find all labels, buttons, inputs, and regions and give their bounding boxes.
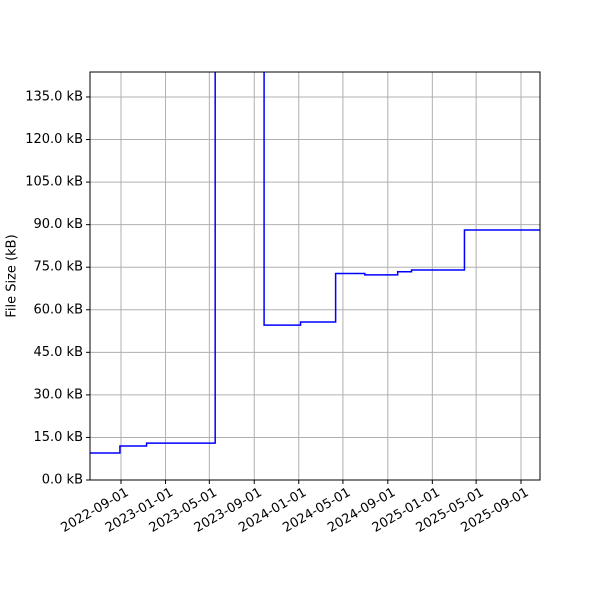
y-tick-label: 60.0 kB [33, 302, 83, 317]
data-line [90, 72, 540, 454]
y-tick-label: 75.0 kB [33, 260, 83, 275]
y-tick-label: 0.0 kB [42, 473, 83, 488]
y-axis-label: File Size (kB) [5, 234, 20, 317]
y-tick-label: 120.0 kB [25, 132, 83, 147]
y-tick-label: 135.0 kB [25, 89, 83, 104]
y-tick-label: 105.0 kB [25, 175, 83, 190]
y-tick-label: 90.0 kB [33, 217, 83, 232]
axes-frame [89, 71, 541, 481]
y-tick-label: 45.0 kB [33, 345, 83, 360]
plot-area [90, 72, 540, 480]
y-tick-label: 15.0 kB [33, 430, 83, 445]
y-tick-label: 30.0 kB [33, 387, 83, 402]
